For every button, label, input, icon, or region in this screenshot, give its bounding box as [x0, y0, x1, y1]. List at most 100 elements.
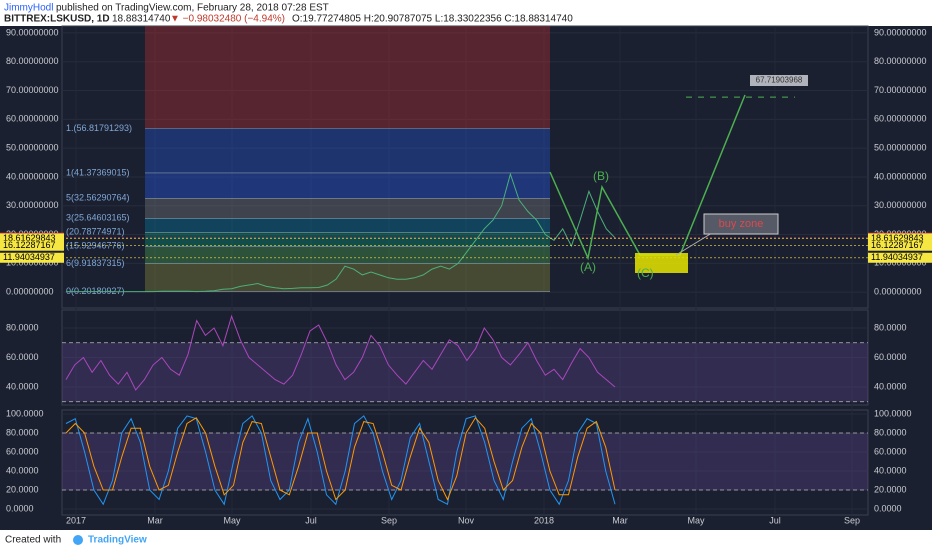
price: 18.88314740 [112, 14, 171, 25]
price-line [66, 172, 616, 293]
y-tick-label-right: 50.00000000 [874, 143, 927, 153]
y-tick-label-right: 90.00000000 [874, 27, 927, 37]
y-tick-label-right: 80.0000 [874, 427, 907, 437]
footer-bar [0, 530, 932, 550]
x-tick-label: Sep [381, 515, 397, 525]
price-tag [868, 240, 932, 251]
price-tag [0, 252, 64, 263]
fib-label: 5(32.56290764) [66, 193, 130, 203]
x-tick-label: Jul [769, 515, 781, 525]
fib-band [145, 263, 550, 292]
y-tick-label-left: 0.00000000 [6, 287, 54, 297]
stoch-line [65, 416, 616, 501]
y-tick-label-left: 40.0000 [6, 381, 39, 391]
x-tick-label: May [223, 515, 241, 525]
x-tick-label: 2017 [66, 515, 86, 525]
wave [549, 94, 746, 261]
y-tick-label-left: 80.0000 [6, 427, 39, 437]
y-tick-label-right: 0.00000000 [874, 287, 922, 297]
y-tick-label-right: 0.0000 [874, 503, 902, 513]
band-fill [62, 432, 868, 491]
y-tick-label-left: 60.0000 [6, 352, 39, 362]
y-tick-label-right: 40.0000 [874, 465, 907, 475]
target-box [750, 75, 808, 86]
y-tick-label-right: 30.00000000 [874, 200, 927, 210]
ohlc: O:19.77274805 H:20.90787075 L:18.3302235… [292, 14, 573, 25]
y-tick-label-right: 100.0000 [874, 408, 912, 418]
y-tick-label-right: 80.00000000 [874, 56, 927, 66]
y-tick-label-right: 20.0000 [874, 484, 907, 494]
price-tag [0, 240, 64, 251]
target-text: 67.71903968 [756, 76, 803, 85]
band-fill [62, 342, 868, 402]
stoch-line [65, 415, 616, 506]
y-tick-label-left: 50.00000000 [6, 143, 59, 153]
y-tick-label-left: 0.0000 [6, 503, 34, 513]
fib-label: 6(9.91837315) [66, 258, 125, 268]
published: published on TradingView.com, February 2… [56, 3, 329, 14]
y-tick-label-left: 80.00000000 [6, 56, 59, 66]
wave-c: (C) [637, 266, 654, 280]
y-tick-label-left: 80.0000 [6, 322, 39, 332]
author[interactable]: JimmyHodl [4, 3, 53, 14]
buy-zone-rect [635, 253, 688, 273]
x-tick-label: Sep [844, 515, 860, 525]
y-tick-label-left: 40.00000000 [6, 171, 59, 181]
fib-label: 1.(56.81791293) [66, 123, 132, 133]
change: ▼ −0.98032480 (−4.94%) [170, 14, 285, 25]
footer-text: Created with [5, 535, 61, 546]
price-tag [868, 252, 932, 263]
price-tag [868, 233, 932, 244]
panel-frame [61, 25, 869, 309]
fib-band [145, 218, 550, 233]
y-tick-label-right: 60.0000 [874, 352, 907, 362]
price-tag-text: 18.61629843 [871, 233, 924, 243]
wave-a: (A) [580, 260, 596, 274]
price-tag-text: 18.61629843 [3, 233, 56, 243]
price-tag [0, 233, 64, 244]
symbol: BITTREX:LSKUSD, 1D [4, 14, 110, 25]
rsi-line [65, 314, 616, 391]
fib-band [145, 198, 550, 219]
y-tick-label-left: 90.00000000 [6, 27, 59, 37]
fib-band [145, 128, 550, 173]
x-tick-label: Jul [305, 515, 317, 525]
y-tick-label-right: 40.0000 [874, 381, 907, 391]
fib-band [145, 232, 550, 247]
fib-label: 3(25.64603165) [66, 213, 130, 223]
y-tick-label-right: 40.00000000 [874, 171, 927, 181]
plot: 90.00000000 90.00000000 80.00000000 80.0000… [0, 25, 932, 525]
price-tag-text: 16.12287167 [871, 240, 924, 250]
y-tick-label-right: 80.0000 [874, 322, 907, 332]
wave-b: (B) [593, 169, 609, 183]
buy-zone-text: buy zone [719, 218, 764, 230]
fib-label: (20.78774971) [66, 227, 125, 237]
price-tag-text: 11.94034937 [871, 252, 923, 262]
y-tick-label-left: 60.0000 [6, 446, 39, 456]
fib-label: 1(41.37369015) [66, 167, 130, 177]
y-tick-label-left: 20.0000 [6, 484, 39, 494]
logo [73, 535, 83, 545]
fib-band [145, 246, 550, 264]
header-bar [0, 0, 932, 26]
x-tick-label: May [687, 515, 705, 525]
x-tick-label: Mar [612, 515, 628, 525]
y-tick-label-right: 70.00000000 [874, 85, 927, 95]
y-tick-label-left: 40.0000 [6, 465, 39, 475]
y-tick-label-right: 60.0000 [874, 446, 907, 456]
panel-frame [61, 409, 869, 516]
fib-label: 0(0.20180927) [66, 286, 125, 296]
x-tick-label: Mar [147, 515, 163, 525]
y-tick-label-left: 70.00000000 [6, 85, 59, 95]
footer-brand[interactable]: TradingView [88, 535, 147, 546]
price-tag-text: 11.94034937 [3, 252, 55, 262]
y-tick-label-right: 60.00000000 [874, 114, 927, 124]
y-tick-label-left: 30.00000000 [6, 200, 59, 210]
fib-band [145, 172, 550, 199]
x-tick-label: 2018 [534, 515, 554, 525]
buy-zone-box [703, 213, 779, 235]
y-tick-label-left: 60.00000000 [6, 114, 59, 124]
y-tick-label-left: 100.0000 [6, 408, 44, 418]
